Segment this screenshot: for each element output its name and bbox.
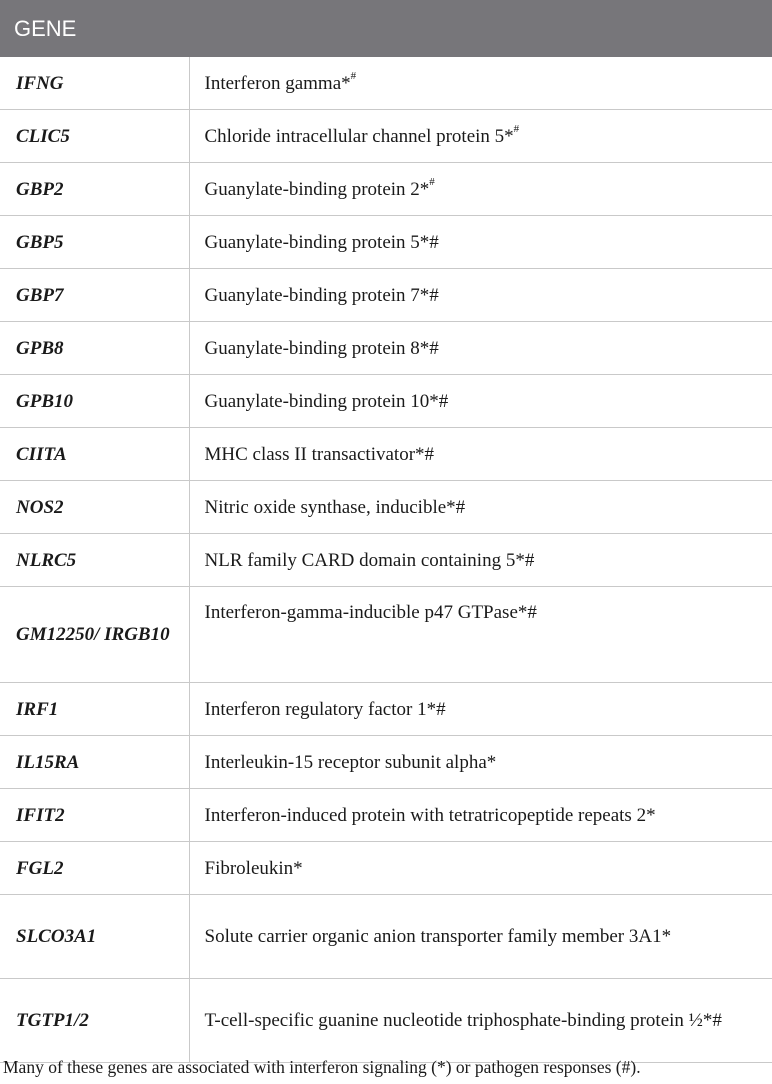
gene-cell: IFIT2 (0, 788, 190, 842)
gene-cell: NOS2 (0, 480, 190, 534)
table-body: IFNG Interferon gamma*# CLIC5 Chloride i… (0, 57, 772, 1063)
gene-cell: IRF1 (0, 682, 190, 736)
superscript-mark: # (513, 123, 520, 136)
table-row: TGTP1/2 T-cell-specific guanine nucleoti… (0, 978, 772, 1063)
table-row: NOS2 Nitric oxide synthase, inducible*# (0, 480, 772, 534)
description-cell: Guanylate-binding protein 10*# (189, 374, 772, 428)
table-row: IFIT2 Interferon-induced protein with te… (0, 788, 772, 842)
header-gene: GENE (0, 0, 189, 57)
superscript-mark: # (429, 176, 435, 189)
description-cell: Guanylate-binding protein 7*# (189, 268, 772, 322)
table-row: GBP7 Guanylate-binding protein 7*# (0, 268, 772, 322)
description-cell: T-cell-specific guanine nucleotide triph… (189, 978, 772, 1063)
description-cell: Guanylate-binding protein 8*# (189, 321, 772, 375)
table-row: IFNG Interferon gamma*# (0, 57, 772, 110)
gene-cell: CIITA (0, 427, 190, 481)
description-cell: Interferon-induced protein with tetratri… (189, 788, 772, 842)
description-cell: Interferon gamma*# (189, 57, 772, 110)
table-row: GPB8 Guanylate-binding protein 8*# (0, 321, 772, 375)
gene-cell: NLRC5 (0, 533, 190, 587)
gene-cell: IFNG (0, 57, 190, 110)
header-row: GENE (0, 0, 772, 57)
gene-cell: GBP7 (0, 268, 190, 322)
description-cell: Fibroleukin* (189, 841, 772, 895)
gene-cell: GM12250/ IRGB10 (0, 586, 190, 683)
table-row: GBP5 Guanylate-binding protein 5*# (0, 215, 772, 269)
description-cell: MHC class II transactivator*# (189, 427, 772, 481)
table-row: SLCO3A1 Solute carrier organic anion tra… (0, 894, 772, 979)
description-cell: Nitric oxide synthase, inducible*# (189, 480, 772, 534)
gene-cell: TGTP1/2 (0, 978, 190, 1063)
description-text: Guanylate-binding protein 2* (204, 178, 430, 200)
description-cell: Interferon-gamma-inducible p47 GTPase*# (189, 586, 772, 683)
table-row: IRF1 Interferon regulatory factor 1*# (0, 682, 772, 736)
description-cell: Chloride intracellular channel protein 5… (189, 109, 772, 163)
description-cell: Guanylate-binding protein 5*# (189, 215, 772, 269)
header-description (189, 0, 772, 57)
description-cell: Solute carrier organic anion transporter… (189, 894, 772, 979)
gene-cell: CLIC5 (0, 109, 190, 163)
table-row: CLIC5 Chloride intracellular channel pro… (0, 109, 772, 163)
description-cell: Interferon regulatory factor 1*# (189, 682, 772, 736)
table-row: GBP2 Guanylate-binding protein 2*# (0, 162, 772, 216)
gene-cell: GPB10 (0, 374, 190, 428)
description-text: Chloride intracellular channel protein 5… (204, 125, 514, 147)
gene-cell: GBP5 (0, 215, 190, 269)
description-cell: NLR family CARD domain containing 5*# (189, 533, 772, 587)
gene-cell: SLCO3A1 (0, 894, 190, 979)
table-row: IL15RA Interleukin-15 receptor subunit a… (0, 735, 772, 789)
description-cell: Guanylate-binding protein 2*# (189, 162, 772, 216)
table-row: NLRC5 NLR family CARD domain containing … (0, 533, 772, 587)
description-cell: Interleukin-15 receptor subunit alpha* (189, 735, 772, 789)
table-row: GM12250/ IRGB10 Interferon-gamma-inducib… (0, 586, 772, 683)
description-text: Interferon gamma* (204, 72, 351, 94)
gene-cell: FGL2 (0, 841, 190, 895)
table-row: FGL2 Fibroleukin* (0, 841, 772, 895)
superscript-mark: # (350, 70, 357, 83)
gene-cell: IL15RA (0, 735, 190, 789)
gene-cell: GBP2 (0, 162, 190, 216)
table-footnote: Many of these genes are associated with … (3, 1057, 641, 1077)
table-row: GPB10 Guanylate-binding protein 10*# (0, 374, 772, 428)
gene-cell: GPB8 (0, 321, 190, 375)
table-row: CIITA MHC class II transactivator*# (0, 427, 772, 481)
